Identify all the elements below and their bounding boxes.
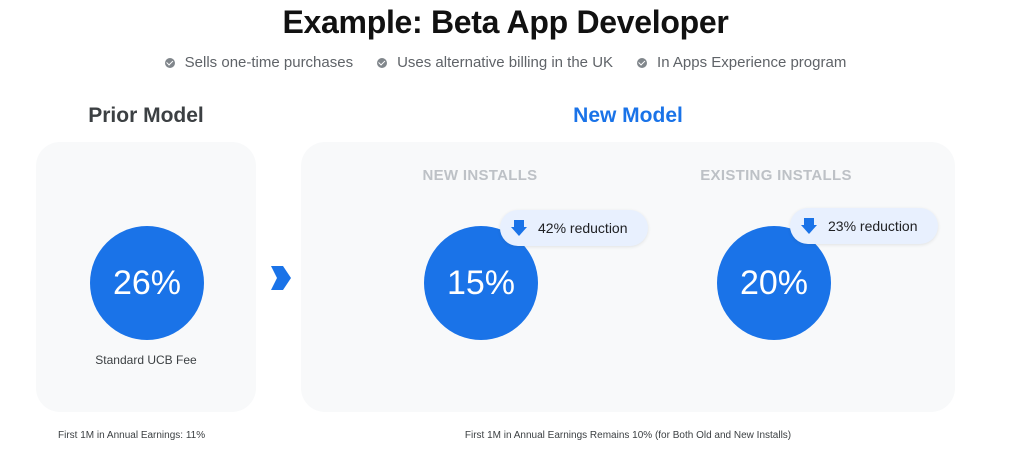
feature-text: In Apps Experience program (657, 54, 847, 71)
existing-installs-fee-circle: 20% (717, 226, 831, 340)
feature-item: Sells one-time purchases (164, 54, 354, 71)
new-installs-fee-circle: 15% (424, 226, 538, 340)
prior-fee-label: Standard UCB Fee (95, 353, 197, 367)
prior-model-footnote: First 1M in Annual Earnings: 11% (58, 430, 206, 441)
check-circle-icon (164, 57, 175, 68)
check-circle-icon (377, 57, 388, 68)
prior-model-heading: Prior Model (88, 104, 204, 127)
prior-fee-value: 26% (112, 263, 182, 302)
existing-installs-reduction-badge: 23% reduction (790, 208, 938, 244)
existing-installs-header: EXISTING INSTALLS (700, 167, 852, 184)
arrow-down-icon (511, 220, 527, 236)
feature-item: Uses alternative billing in the UK (377, 54, 613, 71)
new-model-panel (301, 142, 955, 412)
new-model-footnote: First 1M in Annual Earnings Remains 10% … (464, 430, 792, 441)
existing-installs-reduction-text: 23% reduction (828, 218, 918, 234)
existing-installs-fee-value: 20% (739, 263, 809, 302)
new-installs-fee-value: 15% (446, 263, 516, 302)
new-installs-reduction-badge: 42% reduction (500, 210, 648, 246)
arrow-right-icon (271, 266, 291, 290)
prior-fee-circle: 26% (90, 226, 204, 340)
arrow-down-icon (801, 218, 817, 234)
new-model-heading: New Model (573, 104, 683, 127)
feature-list: Sells one-time purchases Uses alternativ… (0, 54, 1011, 71)
page-title: Example: Beta App Developer (282, 4, 729, 40)
new-installs-reduction-text: 42% reduction (538, 220, 628, 236)
check-circle-icon (637, 57, 648, 68)
feature-item: In Apps Experience program (637, 54, 846, 71)
feature-text: Sells one-time purchases (184, 54, 354, 71)
new-installs-header: NEW INSTALLS (422, 167, 538, 184)
feature-text: Uses alternative billing in the UK (397, 54, 614, 71)
